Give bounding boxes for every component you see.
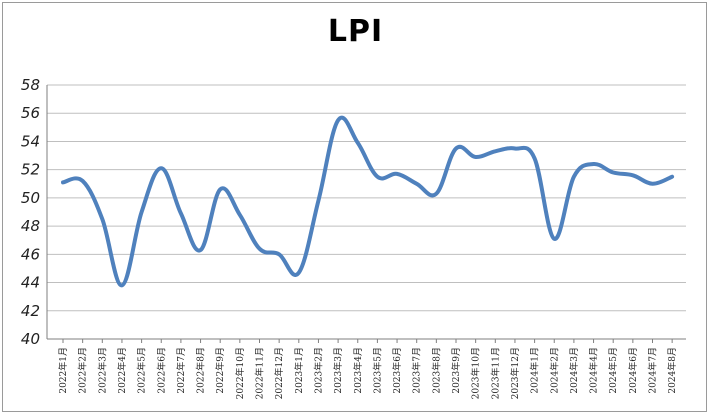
x-tick-label: 2024年1月 [529,347,541,394]
y-tick-label: 40 [21,330,40,348]
x-axis: 2022年1月 2022年2月 2022年3月 2022年4月 2022年5月 2022年… [57,339,678,399]
x-tick-label: 2024年5月 [607,347,619,394]
y-tick-label: 58 [21,76,40,94]
x-tick-label: 2022年3月 [96,347,108,394]
y-axis: 40 42 44 46 48 50 52 54 56 58 [21,76,48,348]
x-tick-label: 2023年11月 [489,347,501,399]
x-tick-label: 2023年6月 [391,347,403,394]
x-tick-label: 2024年8月 [666,347,678,394]
x-tick-label: 2022年10月 [234,347,246,399]
x-tick-label: 2023年9月 [450,347,462,394]
x-tick-label: 2024年3月 [568,347,580,394]
x-tick-label: 2022年8月 [195,347,207,394]
chart-frame [2,2,707,412]
y-tick-label: 56 [21,104,40,122]
x-tick-label: 2023年4月 [352,347,364,394]
y-tick-label: 42 [21,302,40,320]
series-layer [61,115,675,288]
x-tick-label: 2022年9月 [214,347,226,394]
x-tick-label: 2023年10月 [470,347,482,399]
x-tick-label: 2023年12月 [509,347,521,399]
chart-title: LPI [327,14,384,49]
x-tick-label: 2024年7月 [647,347,659,394]
x-tick-label: 2023年8月 [430,347,442,394]
x-tick-label: 2022年6月 [155,347,167,394]
y-tick-label: 54 [21,132,40,150]
y-tick-label: 44 [21,274,40,292]
x-tick-label: 2023年1月 [293,347,305,394]
x-tick-label: 2023年7月 [411,347,423,394]
y-tick-label: 50 [21,189,40,207]
x-tick-label: 2024年4月 [588,347,600,394]
x-tick-label: 2024年2月 [548,347,560,394]
x-tick-label: 2022年11月 [254,347,266,399]
x-tick-label: 2022年5月 [136,347,148,394]
y-tick-label: 52 [21,161,40,179]
x-tick-label: 2022年12月 [273,347,285,399]
x-tick-label: 2023年2月 [312,347,324,394]
x-tick-label: 2022年2月 [77,347,89,394]
y-tick-label: 48 [21,217,40,235]
x-tick-label: 2023年5月 [371,347,383,394]
x-tick-label: 2022年4月 [116,347,128,394]
series-line [61,115,675,288]
x-tick-label: 2024年6月 [627,347,639,394]
x-tick-label: 2022年1月 [57,347,69,394]
x-tick-label: 2022年7月 [175,347,187,394]
y-tick-label: 46 [21,245,40,263]
x-tick-label: 2023年3月 [332,347,344,394]
grid-lines [47,84,686,340]
